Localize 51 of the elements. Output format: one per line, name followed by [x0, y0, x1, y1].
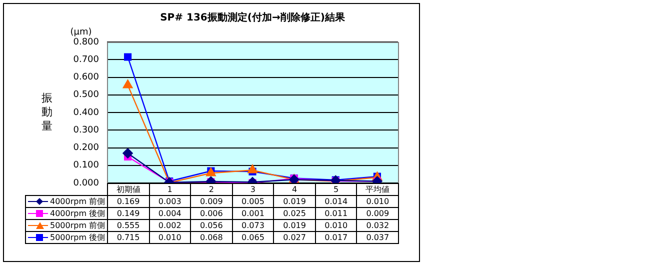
data-label: 0.006 [190, 208, 232, 220]
data-label: 0.065 [232, 232, 274, 244]
data-label: 0.073 [232, 220, 274, 232]
x-tick-label: 1 [149, 184, 191, 196]
data-label: 0.169 [108, 196, 150, 208]
legend-label: 5000rpm 前側 [26, 220, 108, 232]
x-tick-label: 3 [232, 184, 274, 196]
data-label: 0.037 [356, 232, 398, 244]
data-label: 0.011 [315, 208, 357, 220]
data-label: 0.004 [149, 208, 191, 220]
data-label: 0.019 [274, 220, 316, 232]
data-label: 0.715 [108, 232, 150, 244]
y-tick-label: 0.100 [73, 160, 100, 171]
data-label: 0.068 [190, 232, 232, 244]
y-tick-label: 0.200 [73, 143, 100, 154]
y-tick-label: 0.000 [73, 178, 100, 188]
x-tick-label: 2 [190, 184, 232, 196]
x-tick-label: 平均値 [356, 184, 398, 196]
data-label: 0.014 [315, 196, 357, 208]
x-tick-label: 5 [315, 184, 357, 196]
x-tick-label: 初期値 [108, 184, 150, 196]
data-label: 0.019 [274, 196, 316, 208]
y-tick-label: 0.800 [73, 37, 100, 48]
text: (μm) [70, 27, 92, 38]
data-label: 0.032 [356, 220, 398, 232]
legend-label: 4000rpm 後側 [26, 208, 108, 220]
data-label: 0.010 [315, 220, 357, 232]
data-label: 0.005 [232, 196, 274, 208]
data-label: 0.149 [108, 208, 150, 220]
legend-label: 5000rpm 後側 [26, 232, 108, 244]
data-label: 0.010 [356, 196, 398, 208]
data-label: 0.025 [274, 208, 316, 220]
y-tick-label: 0.700 [73, 54, 100, 65]
y-axis-title: 振動量 [42, 91, 52, 132]
data-label: 0.009 [190, 196, 232, 208]
data-label: 0.002 [149, 220, 191, 232]
y-tick-label: 0.300 [73, 125, 100, 136]
x-tick-label: 4 [274, 184, 316, 196]
data-label: 0.027 [274, 232, 316, 244]
data-label: 0.555 [108, 220, 150, 232]
data-label: 0.017 [315, 232, 357, 244]
data-label: 0.056 [190, 220, 232, 232]
legend-label: 4000rpm 前側 [26, 196, 108, 208]
data-label: 0.009 [356, 208, 398, 220]
y-tick-label: 0.500 [73, 90, 100, 100]
chart-title: SP# 136振動測定(付加→削除修正)結果 [160, 12, 346, 24]
y-tick-label: 0.400 [73, 108, 100, 118]
y-tick-label: 0.600 [73, 72, 100, 83]
data-label: 0.001 [232, 208, 274, 220]
data-label: 0.003 [149, 196, 191, 208]
data-label: 0.010 [149, 232, 191, 244]
